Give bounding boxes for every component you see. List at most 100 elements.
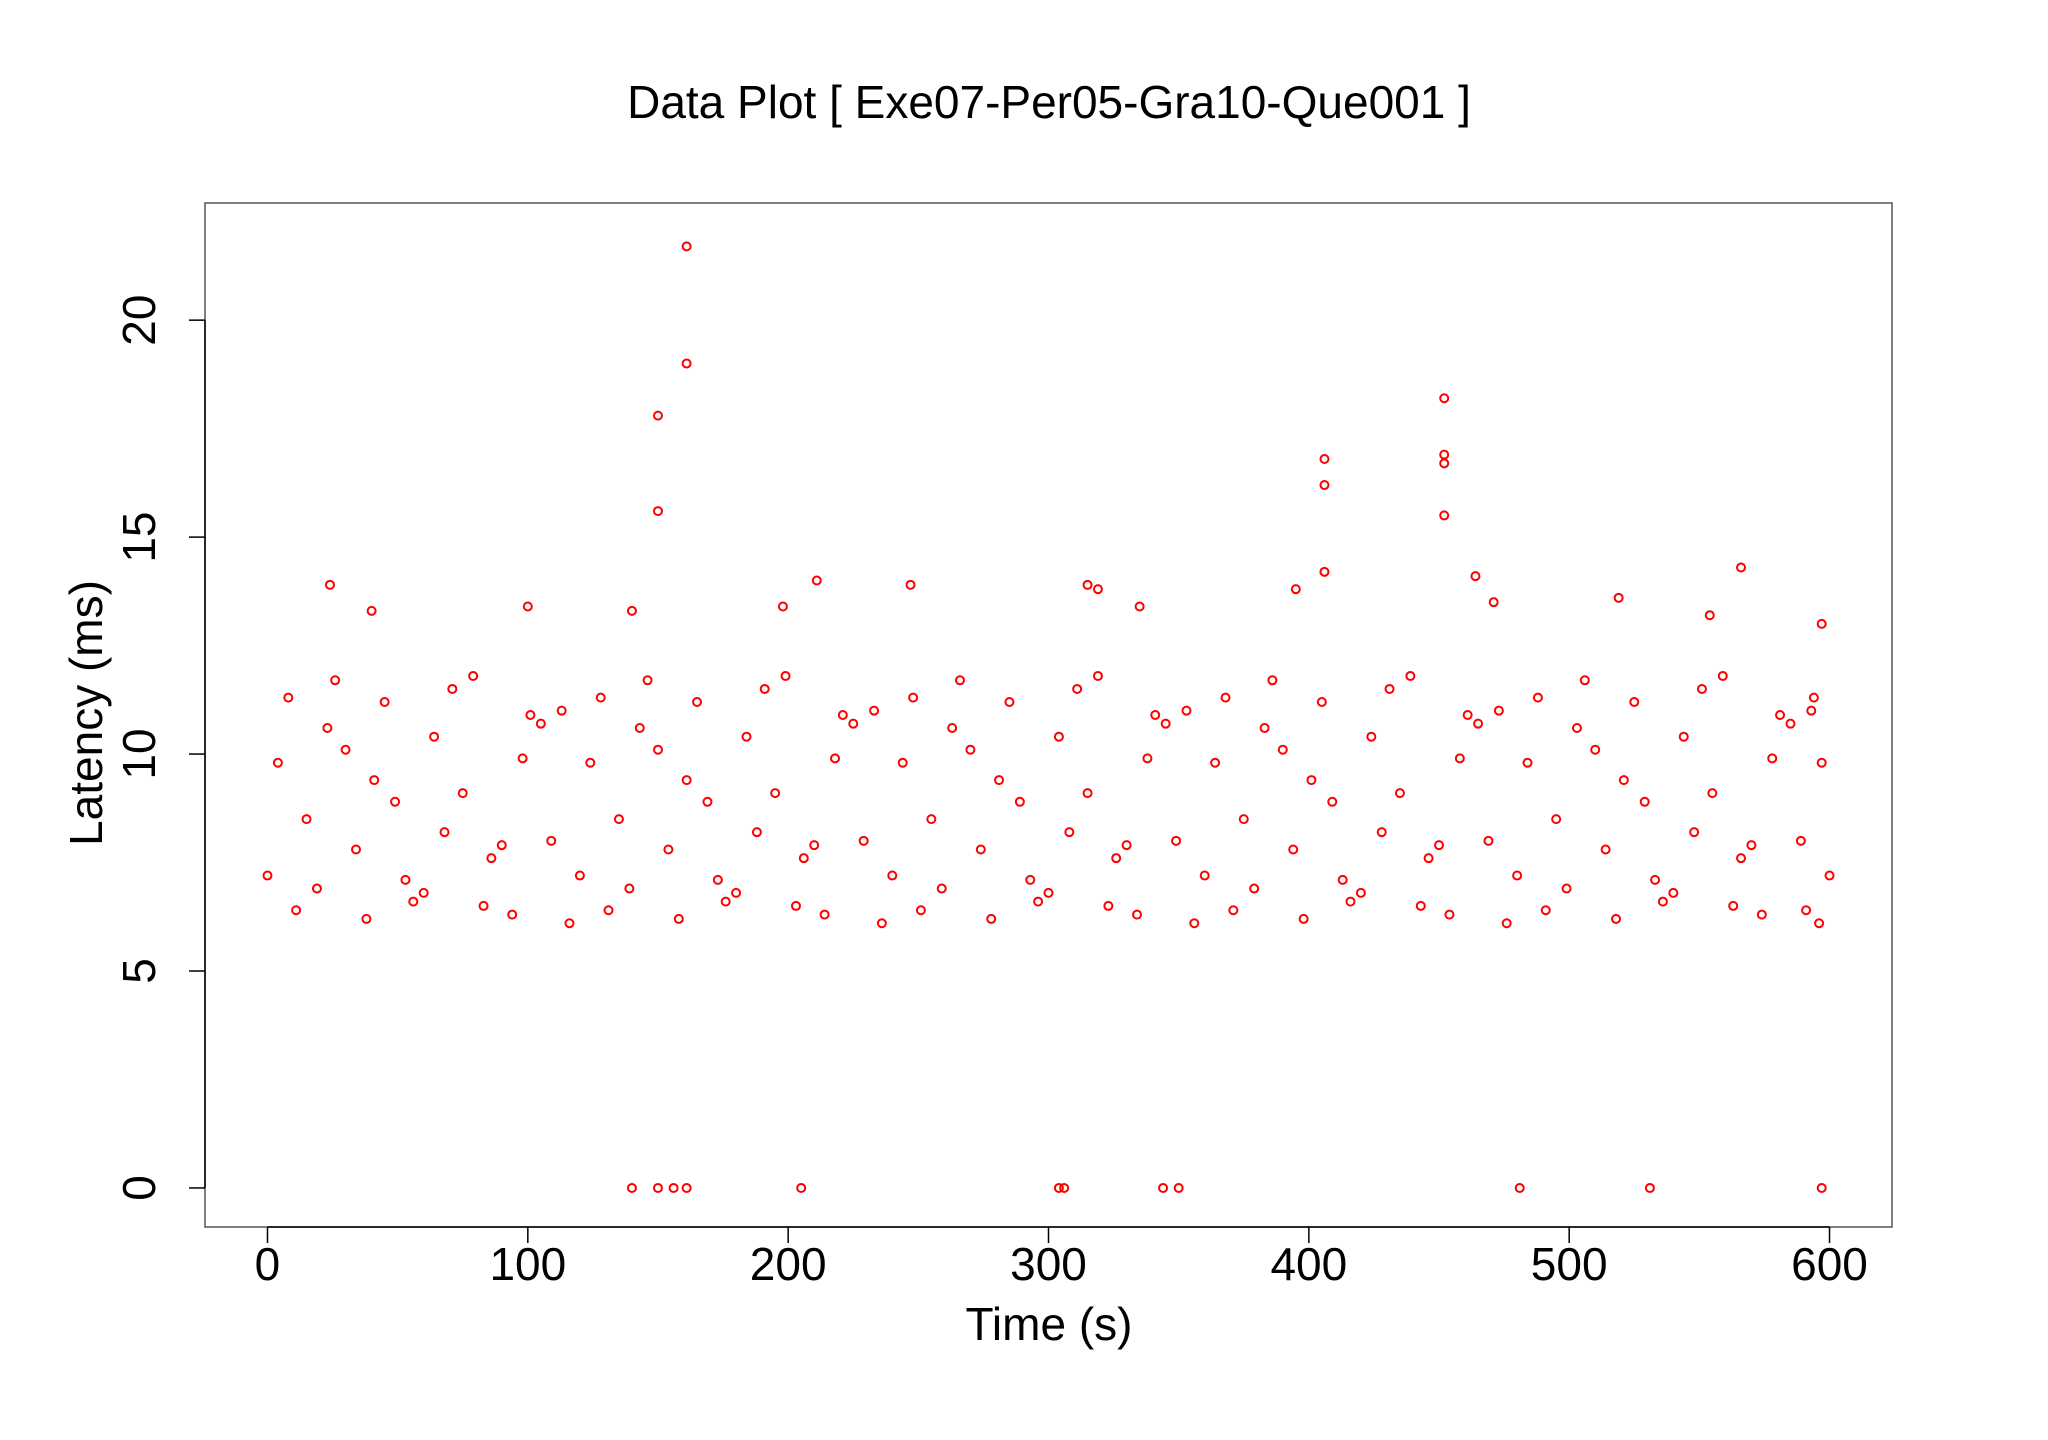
x-tick-label: 0 xyxy=(255,1238,281,1290)
data-point xyxy=(1514,1182,1525,1193)
y-tick-label: 15 xyxy=(113,512,165,563)
x-tick-label: 500 xyxy=(1531,1238,1608,1290)
data-point xyxy=(1590,744,1601,755)
data-point xyxy=(926,814,937,825)
data-point xyxy=(1277,744,1288,755)
data-point xyxy=(1795,835,1806,846)
data-point xyxy=(947,723,958,734)
data-point xyxy=(1189,918,1200,929)
data-point xyxy=(741,731,752,742)
data-point xyxy=(1493,705,1504,716)
data-point xyxy=(330,675,341,686)
data-point xyxy=(1644,1182,1655,1193)
data-point xyxy=(1337,874,1348,885)
data-point xyxy=(556,705,567,716)
data-point xyxy=(496,840,507,851)
data-point xyxy=(897,757,908,768)
data-point xyxy=(673,913,684,924)
data-point xyxy=(1319,566,1330,577)
data-point xyxy=(1657,896,1668,907)
data-point xyxy=(574,870,585,881)
data-point xyxy=(1454,753,1465,764)
data-point xyxy=(915,905,926,916)
data-point xyxy=(1319,480,1330,491)
data-point xyxy=(770,788,781,799)
data-point xyxy=(1142,753,1153,764)
data-point xyxy=(1717,670,1728,681)
data-point xyxy=(642,675,653,686)
data-point xyxy=(1611,913,1622,924)
data-point xyxy=(1571,723,1582,734)
data-point xyxy=(283,692,294,703)
data-point xyxy=(379,696,390,707)
data-point xyxy=(447,683,458,694)
data-point xyxy=(1053,1182,1064,1193)
data-point xyxy=(975,844,986,855)
data-point xyxy=(1043,887,1054,898)
data-point xyxy=(1488,597,1499,608)
data-point xyxy=(1579,675,1590,686)
data-point xyxy=(1483,835,1494,846)
data-point xyxy=(291,905,302,916)
data-point xyxy=(1181,705,1192,716)
data-point xyxy=(858,835,869,846)
data-point xyxy=(1366,731,1377,742)
data-point xyxy=(1512,870,1523,881)
data-point xyxy=(603,905,614,916)
data-point xyxy=(954,675,965,686)
data-point xyxy=(624,883,635,894)
data-point xyxy=(876,918,887,929)
data-point xyxy=(1132,909,1143,920)
data-point xyxy=(652,506,663,517)
data-point xyxy=(809,840,820,851)
data-point xyxy=(731,887,742,898)
data-point xyxy=(1103,900,1114,911)
y-tick-label: 10 xyxy=(113,728,165,779)
data-point xyxy=(1376,827,1387,838)
data-point xyxy=(1259,723,1270,734)
data-point xyxy=(1600,844,1611,855)
data-point xyxy=(751,827,762,838)
data-point xyxy=(1746,840,1757,851)
data-point xyxy=(1072,683,1083,694)
data-point xyxy=(887,870,898,881)
data-point xyxy=(798,853,809,864)
data-point xyxy=(634,723,645,734)
data-point xyxy=(535,718,546,729)
data-point xyxy=(1767,753,1778,764)
data-point xyxy=(965,744,976,755)
data-point xyxy=(468,670,479,681)
data-point xyxy=(322,723,333,734)
x-axis-label: Time (s) xyxy=(966,1298,1133,1350)
data-point xyxy=(1238,814,1249,825)
data-point xyxy=(1785,718,1796,729)
data-point xyxy=(1704,610,1715,621)
data-point xyxy=(1814,918,1825,929)
data-point xyxy=(1618,775,1629,786)
data-point xyxy=(1160,718,1171,729)
y-tick-label: 5 xyxy=(113,958,165,984)
data-point xyxy=(1014,796,1025,807)
data-point xyxy=(681,358,692,369)
data-point xyxy=(1801,905,1812,916)
data-point xyxy=(1473,718,1484,729)
data-point xyxy=(361,913,372,924)
data-point xyxy=(1439,449,1450,460)
data-point xyxy=(1319,454,1330,464)
data-point xyxy=(869,705,880,716)
data-point xyxy=(1394,788,1405,799)
data-point xyxy=(1439,510,1450,521)
data-point xyxy=(366,605,377,616)
data-point xyxy=(994,775,1005,786)
data-point xyxy=(311,883,322,894)
data-point xyxy=(1290,584,1301,595)
data-point xyxy=(1816,757,1827,768)
data-point xyxy=(1134,601,1145,612)
x-tick-label: 300 xyxy=(1010,1238,1087,1290)
data-point xyxy=(663,844,674,855)
data-point xyxy=(1158,1182,1169,1193)
data-point xyxy=(1384,683,1395,694)
data-point xyxy=(1551,814,1562,825)
data-point xyxy=(811,575,822,586)
data-point xyxy=(936,883,947,894)
